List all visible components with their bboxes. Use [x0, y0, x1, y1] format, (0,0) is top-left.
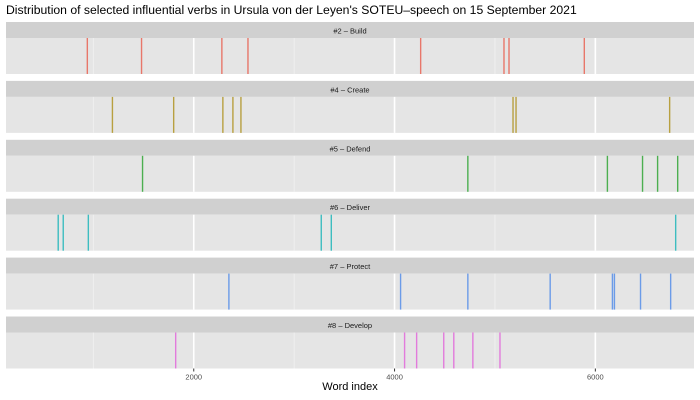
- panel-2: #4 – Create: [6, 80, 694, 133]
- panel-background: [6, 38, 694, 74]
- panel-strip: [6, 80, 694, 97]
- panel-strip: [6, 257, 694, 274]
- panel-label: #2 – Build: [333, 27, 366, 36]
- panel-strip: [6, 316, 694, 333]
- chart-title: Distribution of selected influential ver…: [6, 3, 577, 17]
- panel-label: #7 – Protect: [330, 262, 371, 271]
- x-axis-label: Word index: [322, 381, 378, 393]
- panel-background: [6, 96, 694, 133]
- panel-strip: [6, 139, 694, 156]
- panel-6: #8 – Develop: [6, 316, 694, 369]
- panel-background: [6, 155, 694, 192]
- panel-5: #7 – Protect: [6, 257, 694, 310]
- panel-background: [6, 332, 694, 369]
- panel-label: #5 – Defend: [330, 144, 371, 153]
- panel-label: #8 – Develop: [328, 321, 372, 330]
- panel-strip: [6, 198, 694, 215]
- panel-label: #6 – Deliver: [330, 203, 371, 212]
- x-tick-label: 6000: [587, 373, 604, 382]
- panel-4: #6 – Deliver: [6, 198, 694, 251]
- panel-3: #5 – Defend: [6, 139, 694, 192]
- panel-strip: [6, 22, 694, 38]
- panel-background: [6, 214, 694, 251]
- panel-1: #2 – Build: [6, 22, 694, 74]
- x-tick-label: 4000: [386, 373, 403, 382]
- panel-background: [6, 273, 694, 310]
- panel-label: #4 – Create: [330, 85, 369, 94]
- x-tick-label: 2000: [185, 373, 202, 382]
